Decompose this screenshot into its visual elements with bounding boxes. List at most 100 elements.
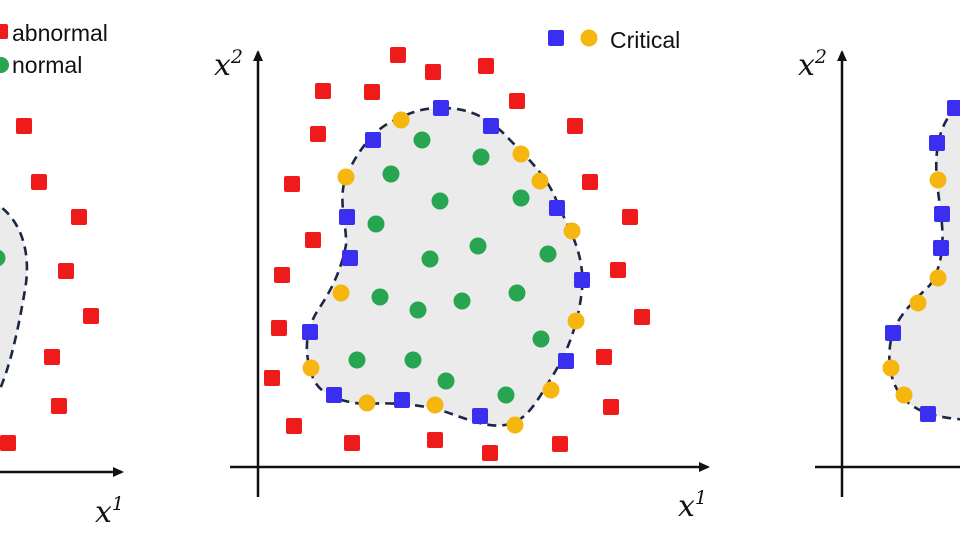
critical-circle-point — [895, 386, 913, 404]
critical-square-point — [549, 200, 565, 216]
critical-circle-point — [426, 396, 444, 414]
abnormal-point — [482, 445, 498, 461]
normal-point — [348, 351, 366, 369]
left-x-axis-label: x1 — [95, 493, 124, 530]
abnormal-point — [603, 399, 619, 415]
right-y-axis-label: x2 — [798, 46, 827, 83]
legend-abnormal-marker — [0, 24, 8, 39]
critical-circle-point — [531, 172, 549, 190]
abnormal-point — [264, 370, 280, 386]
critical-square-point — [558, 353, 574, 369]
normal-point — [472, 148, 490, 166]
legend-normal-label: normal — [12, 52, 82, 78]
critical-circle-point — [882, 359, 900, 377]
center-points — [264, 47, 650, 461]
abnormal-point — [58, 263, 74, 279]
center-panel: x2 x1 Critical — [214, 27, 710, 524]
critical-square-point — [302, 324, 318, 340]
critical-square-point — [574, 272, 590, 288]
normal-point — [512, 189, 530, 207]
critical-circle-point — [929, 171, 947, 189]
abnormal-point — [51, 398, 67, 414]
critical-circle-point — [929, 269, 947, 287]
center-normal-region — [305, 106, 584, 427]
abnormal-point — [44, 349, 60, 365]
abnormal-point — [315, 83, 331, 99]
abnormal-point — [509, 93, 525, 109]
abnormal-point — [16, 118, 32, 134]
critical-square-point — [342, 250, 358, 266]
normal-point — [508, 284, 526, 302]
critical-circle-point — [512, 145, 530, 163]
abnormal-point — [610, 262, 626, 278]
normal-point — [532, 330, 550, 348]
center-y-axis-label: x2 — [214, 46, 243, 83]
abnormal-point — [427, 432, 443, 448]
critical-square-point — [365, 132, 381, 148]
normal-point — [367, 215, 385, 233]
critical-square-point — [934, 206, 950, 222]
critical-circle-point — [567, 312, 585, 330]
critical-square-point — [483, 118, 499, 134]
critical-circle-point — [392, 111, 410, 129]
legend-normal-marker — [0, 57, 9, 73]
critical-square-point — [885, 325, 901, 341]
legend-abnormal-label: abnormal — [12, 20, 108, 46]
abnormal-point — [286, 418, 302, 434]
critical-legend-label: Critical — [610, 27, 680, 53]
normal-point — [382, 165, 400, 183]
critical-square-point — [339, 209, 355, 225]
abnormal-point — [622, 209, 638, 225]
center-x-axis-label: x1 — [678, 487, 707, 524]
critical-legend-square — [548, 30, 564, 46]
abnormal-point — [478, 58, 494, 74]
critical-circle-point — [909, 294, 927, 312]
abnormal-point — [364, 84, 380, 100]
right-panel: x2 — [798, 46, 960, 497]
normal-point — [469, 237, 487, 255]
abnormal-point — [271, 320, 287, 336]
normal-point — [0, 250, 6, 266]
normal-point — [404, 351, 422, 369]
normal-point — [413, 131, 431, 149]
normal-point — [437, 372, 455, 390]
normal-point — [453, 292, 471, 310]
left-panel: x1 abnormal normal — [0, 20, 124, 530]
abnormal-point — [567, 118, 583, 134]
critical-legend: Critical — [548, 27, 680, 53]
critical-square-point — [326, 387, 342, 403]
critical-square-point — [433, 100, 449, 116]
critical-circle-point — [506, 416, 524, 434]
abnormal-point — [310, 126, 326, 142]
abnormal-point — [284, 176, 300, 192]
abnormal-point — [71, 209, 87, 225]
abnormal-point — [552, 436, 568, 452]
critical-square-point — [929, 135, 945, 151]
critical-circle-point — [563, 222, 581, 240]
abnormal-point — [582, 174, 598, 190]
abnormal-point — [305, 232, 321, 248]
abnormal-point — [0, 435, 16, 451]
critical-square-point — [394, 392, 410, 408]
abnormal-point — [83, 308, 99, 324]
critical-square-point — [920, 406, 936, 422]
critical-square-point — [933, 240, 949, 256]
critical-square-point — [947, 100, 960, 116]
critical-legend-circle — [580, 29, 598, 47]
normal-point — [431, 192, 449, 210]
abnormal-point — [274, 267, 290, 283]
abnormal-point — [344, 435, 360, 451]
normal-point — [497, 386, 515, 404]
left-points — [0, 118, 99, 451]
left-normal-region — [0, 204, 29, 393]
critical-circle-point — [337, 168, 355, 186]
critical-square-point — [472, 408, 488, 424]
abnormal-point — [31, 174, 47, 190]
abnormal-point — [390, 47, 406, 63]
right-points — [882, 100, 960, 422]
critical-circle-point — [358, 394, 376, 412]
right-normal-region — [888, 103, 960, 421]
critical-circle-point — [542, 381, 560, 399]
